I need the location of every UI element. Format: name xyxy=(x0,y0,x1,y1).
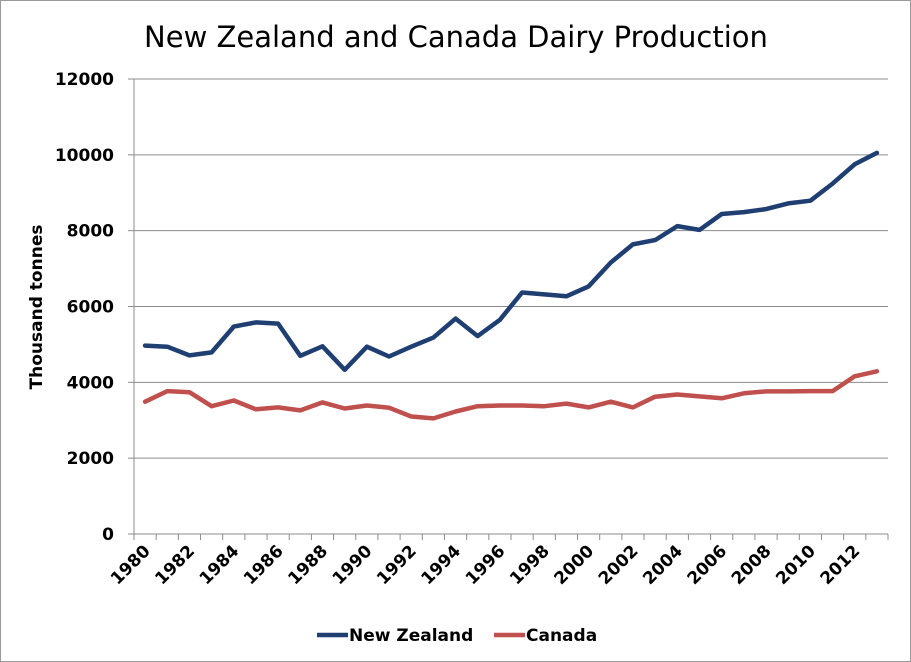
series-line-new-zealand xyxy=(142,150,880,373)
legend: New Zealand Canada xyxy=(317,626,597,646)
x-tick-label: 1982 xyxy=(151,541,199,589)
legend-label-canada: Canada xyxy=(526,626,597,646)
y-tick-label: 0 xyxy=(102,525,114,545)
axes xyxy=(128,78,889,540)
y-tick-labels: 0 2000 4000 6000 8000 10000 12000 xyxy=(55,70,114,545)
x-tick-label: 1988 xyxy=(284,541,332,589)
gridlines xyxy=(134,78,888,459)
x-tick-label: 2008 xyxy=(728,541,776,589)
x-tick-label: 2010 xyxy=(772,541,820,589)
x-tick-label: 2000 xyxy=(551,541,599,589)
x-tick-label: 1998 xyxy=(506,541,554,589)
x-tick-label: 2004 xyxy=(639,541,687,589)
y-tick-label: 12000 xyxy=(55,70,114,90)
x-tick-label: 1980 xyxy=(107,541,155,589)
y-tick-label: 6000 xyxy=(67,298,114,318)
x-tick-label: 2002 xyxy=(595,541,643,589)
series-lines xyxy=(142,150,880,421)
y-tick-label: 2000 xyxy=(67,449,114,469)
y-tick-label: 8000 xyxy=(67,222,114,242)
x-tick-label: 1984 xyxy=(196,541,244,589)
x-tick-label: 1992 xyxy=(373,541,421,589)
chart-title: New Zealand and Canada Dairy Production xyxy=(144,20,768,54)
x-tick-label: 1996 xyxy=(462,541,510,589)
y-axis-label: Thousand tonnes xyxy=(27,225,47,390)
y-tick-label: 10000 xyxy=(55,146,114,166)
x-tick-label: 1994 xyxy=(417,541,465,589)
y-tick-label: 4000 xyxy=(67,373,114,393)
x-tick-label: 1986 xyxy=(240,541,288,589)
legend-label-new-zealand: New Zealand xyxy=(349,626,473,646)
x-tick-labels: 1980198219841986198819901992199419961998… xyxy=(107,541,864,589)
x-tick-label: 1990 xyxy=(329,541,377,589)
x-tick-label: 2012 xyxy=(817,541,865,589)
x-tick-label: 2006 xyxy=(684,541,732,589)
series-line-canada xyxy=(142,369,880,421)
